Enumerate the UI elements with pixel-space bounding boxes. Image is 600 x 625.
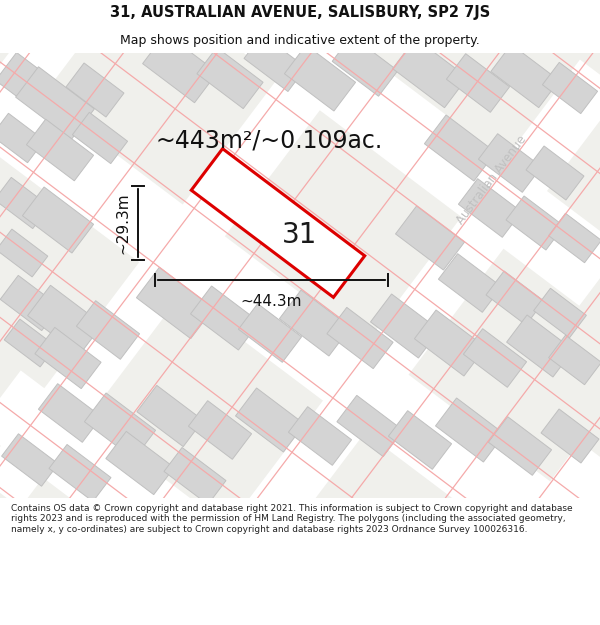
Polygon shape (533, 288, 586, 338)
Polygon shape (16, 67, 94, 139)
Polygon shape (486, 271, 544, 325)
Text: Australian Avenue: Australian Avenue (454, 133, 530, 227)
Polygon shape (0, 229, 48, 277)
Polygon shape (76, 301, 140, 359)
Polygon shape (35, 328, 101, 389)
Text: ~44.3m: ~44.3m (241, 294, 302, 309)
Polygon shape (38, 384, 101, 442)
Polygon shape (106, 431, 174, 494)
Polygon shape (506, 315, 574, 377)
Text: ~443m²/~0.109ac.: ~443m²/~0.109ac. (155, 128, 382, 152)
Polygon shape (337, 396, 403, 457)
Polygon shape (22, 187, 94, 253)
Polygon shape (26, 119, 94, 181)
Polygon shape (463, 329, 527, 388)
Text: ~29.3m: ~29.3m (115, 192, 130, 254)
Text: 31: 31 (283, 221, 317, 249)
Polygon shape (436, 398, 505, 462)
Polygon shape (197, 48, 263, 109)
Polygon shape (85, 393, 155, 459)
Polygon shape (541, 409, 599, 463)
Polygon shape (506, 196, 564, 250)
Polygon shape (49, 444, 111, 501)
Polygon shape (327, 308, 393, 369)
Polygon shape (332, 36, 398, 96)
Polygon shape (136, 268, 214, 339)
Polygon shape (458, 179, 521, 238)
Polygon shape (244, 34, 306, 91)
Polygon shape (0, 113, 44, 162)
Polygon shape (2, 434, 58, 486)
Polygon shape (439, 254, 502, 312)
Polygon shape (289, 407, 352, 466)
Polygon shape (0, 276, 60, 331)
Polygon shape (66, 63, 124, 117)
Polygon shape (488, 417, 551, 476)
Polygon shape (415, 310, 485, 376)
Polygon shape (491, 44, 559, 107)
Polygon shape (548, 335, 600, 385)
Polygon shape (446, 54, 509, 112)
Polygon shape (424, 115, 496, 181)
Polygon shape (137, 386, 203, 447)
Polygon shape (392, 38, 467, 107)
Text: Map shows position and indicative extent of the property.: Map shows position and indicative extent… (120, 34, 480, 47)
Polygon shape (0, 177, 50, 229)
Text: Contains OS data © Crown copyright and database right 2021. This information is : Contains OS data © Crown copyright and d… (11, 504, 572, 534)
Polygon shape (188, 401, 251, 459)
Polygon shape (238, 304, 302, 362)
Polygon shape (478, 134, 542, 192)
Polygon shape (164, 448, 226, 504)
Polygon shape (526, 146, 584, 200)
Polygon shape (371, 294, 439, 358)
Polygon shape (395, 206, 464, 270)
Polygon shape (73, 112, 128, 164)
Polygon shape (191, 149, 365, 298)
Polygon shape (4, 319, 56, 367)
Polygon shape (0, 52, 61, 114)
Polygon shape (191, 286, 259, 350)
Polygon shape (28, 285, 103, 355)
Text: 31, AUSTRALIAN AVENUE, SALISBURY, SP2 7JS: 31, AUSTRALIAN AVENUE, SALISBURY, SP2 7J… (110, 6, 490, 21)
Polygon shape (236, 388, 304, 452)
Polygon shape (280, 290, 350, 356)
Polygon shape (284, 45, 356, 111)
Polygon shape (542, 62, 598, 114)
Polygon shape (143, 33, 217, 103)
Polygon shape (388, 411, 452, 469)
Polygon shape (548, 213, 600, 262)
